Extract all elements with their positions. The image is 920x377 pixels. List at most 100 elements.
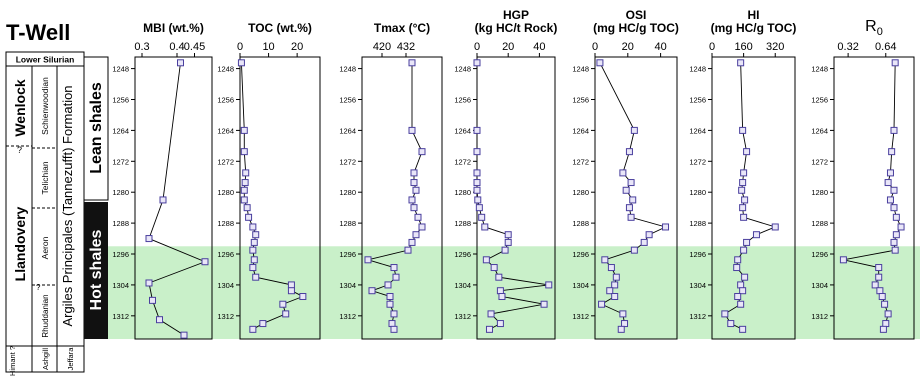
data-point	[156, 316, 163, 324]
data-point	[498, 293, 506, 301]
depth-tick-label: 1280	[339, 188, 356, 197]
data-point	[611, 293, 619, 301]
data-point	[145, 279, 153, 287]
series-llandovery: Llandovery	[12, 206, 28, 281]
panel-title: HGP	[503, 8, 529, 22]
x-tick-label: 0.32	[837, 41, 858, 53]
data-point	[882, 320, 890, 328]
depth-tick-label: 1312	[689, 312, 706, 321]
data-point	[418, 223, 426, 231]
data-point	[892, 231, 900, 239]
data-point	[279, 300, 287, 308]
hot-shale-label: Hot shales	[88, 229, 105, 310]
data-point	[897, 223, 905, 231]
data-point	[630, 246, 638, 254]
data-point	[364, 256, 372, 264]
data-point	[752, 231, 760, 239]
lean-shale-label: Lean shales	[88, 82, 105, 174]
data-point	[245, 213, 253, 221]
data-point	[625, 148, 633, 156]
data-point	[386, 293, 394, 301]
depth-tick-label: 1264	[572, 126, 589, 135]
data-point	[410, 204, 418, 212]
depth-tick-label: 1280	[572, 188, 589, 197]
data-point	[473, 126, 481, 134]
data-point	[875, 273, 883, 281]
period-label: Lower Silurian	[16, 55, 75, 65]
depth-tick-label: 1248	[572, 65, 589, 74]
panel-frame	[134, 56, 213, 340]
depth-tick-label: 1272	[339, 157, 356, 166]
data-point	[890, 126, 898, 134]
data-point	[734, 293, 742, 301]
depth-tick-label: 1248	[217, 65, 234, 74]
data-point	[737, 300, 745, 308]
panel-title-unit: (kg HC/t Rock)	[475, 21, 558, 35]
data-point	[485, 325, 493, 333]
data-point	[496, 320, 504, 328]
panel-title-unit: (mg HC/g TOC)	[711, 21, 797, 35]
data-point	[739, 325, 747, 333]
x-tick-label: 0	[592, 41, 598, 53]
data-point	[640, 238, 648, 246]
panel-2: Tmax (°C) 420 432 1248 1256 1264 1272 1280 1288 1…	[339, 21, 443, 340]
well-title: T-Well	[6, 20, 70, 45]
x-tick-label: 20	[291, 41, 303, 53]
data-point	[886, 169, 894, 177]
depth-tick-label: 1248	[339, 65, 356, 74]
x-tick-label: 0	[237, 41, 243, 53]
x-tick-label: 0.4	[169, 41, 184, 53]
depth-tick-label: 1312	[217, 312, 234, 321]
data-point	[771, 223, 779, 231]
x-tick-label: 40	[654, 41, 666, 53]
depth-tick-label: 1312	[811, 312, 828, 321]
data-point	[252, 231, 260, 239]
data-point	[282, 310, 290, 318]
depth-tick-label: 1312	[454, 312, 471, 321]
depth-tick-label: 1264	[689, 126, 706, 135]
data-point	[617, 325, 625, 333]
data-point	[839, 256, 847, 264]
data-point	[410, 169, 418, 177]
x-tick-label: 0	[474, 41, 480, 53]
data-point	[740, 246, 748, 254]
panel-0: MBI (wt.%) 0.3 0.4 0.45 1248 1256 1264 1272 1280…	[112, 21, 213, 340]
data-point	[630, 126, 638, 134]
depth-tick-label: 1296	[689, 250, 706, 259]
x-tick-label: 40	[533, 41, 545, 53]
depth-tick-label: 1272	[112, 157, 129, 166]
data-point	[408, 126, 416, 134]
depth-tick-label: 1256	[689, 95, 706, 104]
depth-tick-label: 1264	[217, 126, 234, 135]
data-point	[490, 264, 498, 272]
panel-title: Tmax (°C)	[374, 21, 430, 35]
data-point	[249, 246, 257, 254]
panel-6: R0 0.32 0.64 1248 1256 1264 1272 1280 1288 1296 13…	[811, 18, 915, 340]
panel-3: HGP(kg HC/t Rock) 0 20 40 1248 1256 1264 1272 12…	[454, 8, 558, 340]
depth-tick-label: 1304	[811, 281, 828, 290]
data-point	[390, 264, 398, 272]
data-point	[740, 169, 748, 177]
data-point	[737, 281, 745, 289]
data-point	[473, 59, 481, 67]
depth-tick-label: 1248	[454, 65, 471, 74]
series-wenlock: Wenlock	[12, 79, 28, 137]
data-point	[242, 169, 250, 177]
data-point	[878, 293, 886, 301]
depth-tick-label: 1264	[811, 126, 828, 135]
data-point	[739, 126, 747, 134]
data-point	[287, 287, 295, 295]
x-tick-label: 320	[766, 41, 784, 53]
data-point	[473, 148, 481, 156]
data-point	[739, 287, 747, 295]
data-point	[884, 310, 892, 318]
data-point	[890, 204, 898, 212]
depth-tick-label: 1304	[339, 281, 356, 290]
data-point	[145, 235, 153, 243]
data-point	[619, 169, 627, 177]
data-point	[410, 179, 418, 187]
data-point	[473, 179, 481, 187]
panel-title: HI	[748, 8, 760, 22]
data-point	[368, 287, 376, 295]
panel-5: HI(mg HC/g TOC) 0 160 320 1248 1256 1264 1272 12…	[689, 8, 797, 340]
